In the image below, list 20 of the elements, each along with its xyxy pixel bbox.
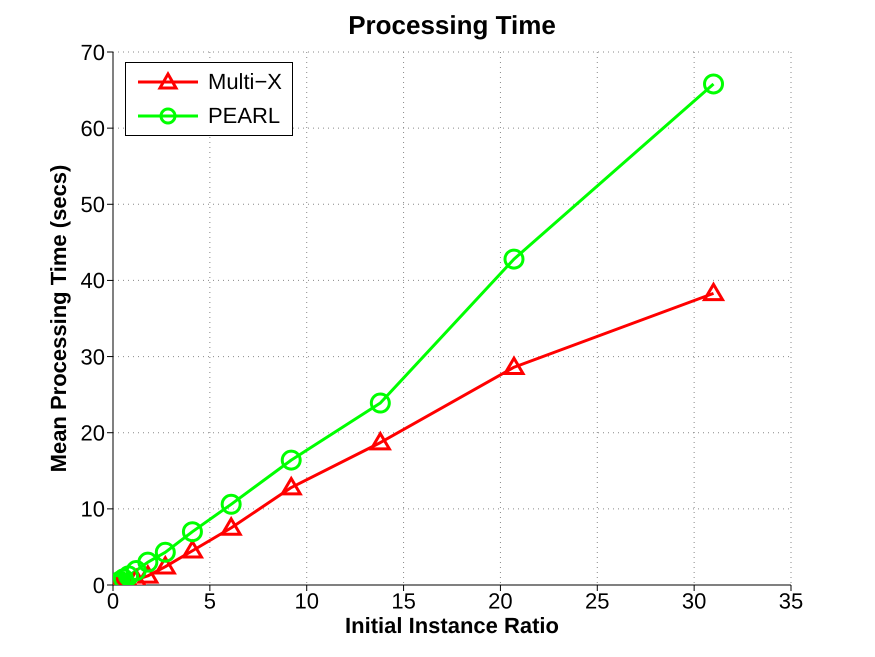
x-tick-label: 15 xyxy=(391,588,416,614)
y-tick-label: 60 xyxy=(80,116,105,141)
x-tick-label: 35 xyxy=(778,588,804,614)
x-tick-label: 5 xyxy=(204,588,216,614)
legend-label: Multi−X xyxy=(208,69,282,95)
x-tick-label: 25 xyxy=(585,588,610,614)
x-tick-label: 10 xyxy=(294,588,319,614)
y-tick-label: 30 xyxy=(80,344,105,370)
legend-label: PEARL xyxy=(208,103,280,129)
y-tick-label: 40 xyxy=(80,268,105,294)
y-tick-label: 0 xyxy=(92,572,105,598)
y-tick-label: 10 xyxy=(80,496,105,522)
x-axis-title: Initial Instance Ratio xyxy=(345,613,559,638)
x-tick-label: 20 xyxy=(488,588,513,614)
y-tick-label: 20 xyxy=(80,420,105,446)
y-tick-label: 70 xyxy=(80,40,105,65)
y-axis-title: Mean Processing Time (secs) xyxy=(46,164,71,472)
chart-title: Processing Time xyxy=(347,10,557,41)
x-tick-label: 30 xyxy=(682,588,706,614)
y-tick-label: 50 xyxy=(80,192,105,218)
